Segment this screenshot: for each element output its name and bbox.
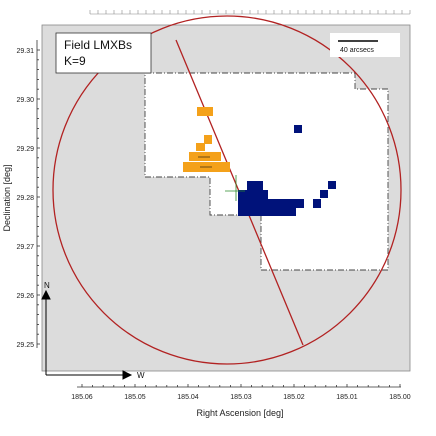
navy-source [238,208,296,216]
y-tick-label: 29.31 [16,48,34,55]
orange-source [204,135,212,144]
legend-line1: Field LMXBs [64,38,132,52]
navy-source [320,190,328,198]
navy-source [238,199,304,208]
compass [41,289,133,380]
legend-line2: K=9 [64,54,86,68]
field-region [144,72,389,271]
navy-source [294,125,302,133]
x-tick-label: 185.06 [71,394,93,401]
x-axis-title: Right Ascension [deg] [196,408,283,418]
x-tick-label: 185.00 [389,394,411,401]
navy-source [247,181,263,190]
y-tick-label: 29.26 [16,293,34,300]
scale-bar-box [330,33,400,57]
y-tick-label: 29.25 [16,342,34,349]
y-tick-label: 29.29 [16,146,34,153]
y-axis-title: Declination [deg] [2,164,12,231]
orange-source [189,152,221,161]
navy-sources [238,125,336,216]
x-tick-label: 185.04 [177,394,199,401]
center-marker [225,175,245,201]
x-tick-label: 185.01 [336,394,358,401]
x-tick-label: 185.03 [230,394,252,401]
navy-source [238,190,268,199]
navy-source [313,199,321,208]
y-tick-label: 29.27 [16,244,34,251]
compass-west: W [137,371,145,380]
field-circle [52,15,402,365]
orange-source [197,107,213,116]
navy-source [328,181,336,189]
x-tick-label: 185.05 [124,394,146,401]
compass-north: N [44,281,50,290]
legend-box [55,32,152,74]
y-tick-label: 29.30 [16,97,34,104]
x-tick-label: 185.02 [283,394,305,401]
orange-source [196,143,205,151]
scale-bar-label: 40 arcsecs [340,47,374,54]
y-tick-label: 29.28 [16,195,34,202]
